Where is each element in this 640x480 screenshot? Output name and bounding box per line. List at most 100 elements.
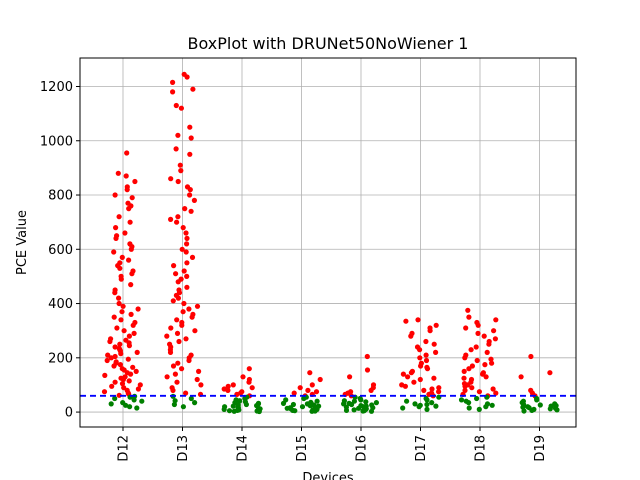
data-point bbox=[475, 322, 481, 328]
data-point bbox=[309, 382, 315, 388]
data-point bbox=[112, 344, 118, 350]
data-point bbox=[408, 333, 414, 339]
data-point bbox=[183, 390, 189, 396]
data-point bbox=[368, 408, 375, 414]
data-point bbox=[474, 357, 480, 364]
data-point bbox=[179, 322, 185, 328]
data-point bbox=[108, 355, 114, 361]
data-point bbox=[109, 383, 115, 389]
data-point bbox=[133, 368, 139, 374]
data-point bbox=[474, 395, 480, 402]
data-point bbox=[179, 246, 185, 252]
data-point bbox=[134, 405, 140, 411]
data-point bbox=[131, 330, 137, 336]
data-point bbox=[182, 206, 188, 212]
data-point bbox=[184, 74, 190, 80]
data-point bbox=[115, 170, 121, 176]
data-point bbox=[116, 295, 122, 301]
data-point bbox=[125, 356, 131, 362]
data-point bbox=[297, 385, 303, 391]
data-point bbox=[181, 268, 187, 274]
data-point bbox=[292, 408, 298, 414]
data-point bbox=[230, 382, 236, 388]
data-point bbox=[493, 317, 499, 323]
data-point bbox=[175, 279, 181, 285]
data-point bbox=[424, 397, 430, 403]
data-point bbox=[119, 309, 125, 315]
ticks-layer: 0 200 400 600 800 1000 1200 D12 D13 D14 D15 D16 D17 D… bbox=[40, 80, 548, 462]
x-axis-title: Devices bbox=[302, 471, 353, 480]
data-point bbox=[175, 214, 181, 220]
data-point bbox=[134, 349, 140, 355]
data-point bbox=[465, 307, 471, 313]
data-point bbox=[547, 370, 553, 376]
data-point bbox=[489, 402, 495, 408]
grid-layer bbox=[80, 58, 576, 427]
data-point bbox=[284, 405, 290, 411]
data-point bbox=[417, 347, 423, 353]
data-point bbox=[117, 341, 123, 347]
data-point bbox=[427, 328, 433, 334]
data-point bbox=[483, 374, 489, 380]
data-point bbox=[424, 366, 431, 372]
data-point bbox=[175, 178, 181, 185]
data-point bbox=[469, 363, 475, 369]
data-point bbox=[521, 408, 527, 414]
data-point bbox=[116, 214, 122, 220]
data-point bbox=[466, 314, 472, 320]
data-point bbox=[126, 257, 132, 263]
data-point bbox=[433, 403, 439, 409]
data-point bbox=[184, 284, 190, 290]
data-point bbox=[175, 295, 181, 301]
x-tick-label: D18 bbox=[474, 435, 489, 462]
data-point bbox=[119, 381, 126, 387]
data-point bbox=[225, 383, 231, 389]
data-point bbox=[249, 385, 255, 391]
data-point bbox=[192, 328, 198, 334]
data-point bbox=[183, 336, 189, 342]
data-point bbox=[529, 407, 535, 413]
data-point bbox=[112, 379, 118, 385]
data-point bbox=[112, 290, 118, 296]
data-point bbox=[112, 192, 118, 198]
data-point bbox=[175, 132, 181, 138]
data-point bbox=[347, 374, 353, 380]
y-tick-label: 1200 bbox=[40, 80, 73, 95]
data-point bbox=[243, 401, 249, 408]
data-point bbox=[431, 375, 437, 381]
data-point bbox=[130, 364, 136, 370]
data-point bbox=[123, 402, 129, 408]
data-point bbox=[183, 230, 189, 236]
data-point bbox=[305, 387, 311, 393]
data-point bbox=[423, 338, 429, 345]
data-point bbox=[492, 336, 498, 342]
data-point bbox=[415, 317, 421, 323]
data-point bbox=[317, 376, 323, 383]
data-point bbox=[173, 102, 179, 109]
data-point bbox=[349, 401, 355, 408]
data-point bbox=[291, 390, 297, 396]
data-point bbox=[184, 273, 190, 279]
data-point bbox=[436, 389, 442, 395]
x-tick-label: D19 bbox=[533, 435, 548, 462]
data-point bbox=[528, 353, 534, 360]
data-point bbox=[174, 317, 180, 323]
data-point bbox=[177, 162, 183, 168]
data-point bbox=[400, 405, 406, 411]
data-point bbox=[307, 370, 313, 376]
data-point bbox=[176, 338, 182, 345]
data-point bbox=[170, 298, 176, 304]
data-point bbox=[466, 405, 472, 411]
data-point bbox=[174, 379, 180, 385]
data-point bbox=[186, 306, 192, 312]
data-point bbox=[118, 317, 124, 323]
data-point bbox=[476, 406, 482, 412]
data-point bbox=[191, 197, 197, 203]
data-point bbox=[405, 374, 411, 380]
data-point bbox=[113, 225, 119, 231]
data-point bbox=[113, 235, 119, 241]
data-point bbox=[178, 168, 184, 174]
data-point bbox=[462, 383, 468, 389]
data-point bbox=[128, 311, 134, 317]
